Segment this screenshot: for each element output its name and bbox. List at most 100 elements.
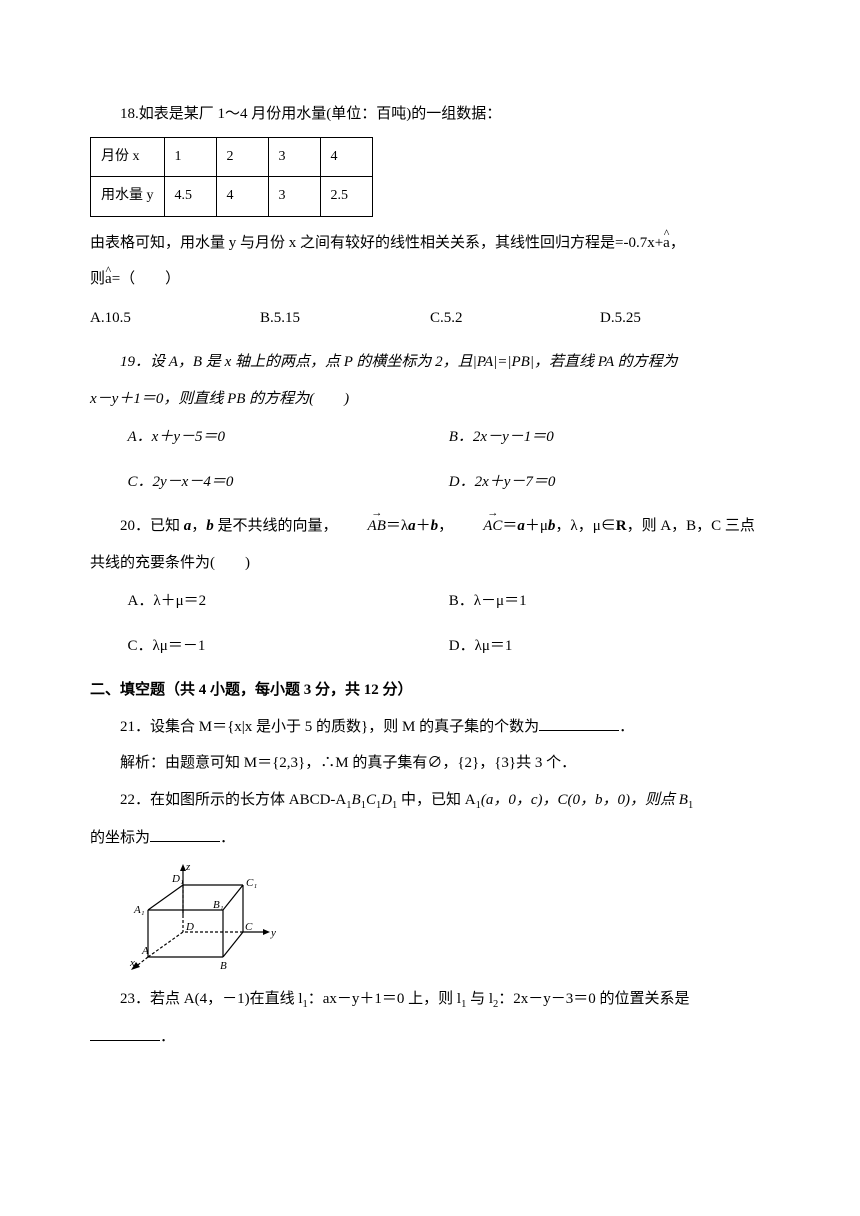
table-row: 月份 x 1 2 3 4 [91, 137, 373, 177]
blank [539, 716, 619, 731]
option-b: B．2x－y－1＝0 [449, 423, 770, 452]
text: =（ ） [112, 271, 180, 287]
cell: 月份 x [91, 137, 165, 177]
cell: 1 [164, 137, 216, 177]
text: ， [670, 235, 685, 251]
option-b: B．λ－μ＝1 [449, 587, 770, 616]
q21-stem: 21．设集合 M＝{x|x 是小于 5 的质数}，则 M 的真子集的个数为 ． [90, 713, 770, 742]
q19-options-1: A．x＋y－5＝0 B．2x－y－1＝0 [90, 423, 770, 452]
text: ，λ，μ∈ [555, 518, 615, 534]
cell: 用水量 y [91, 177, 165, 217]
text: ＋μ [525, 518, 548, 534]
text: 的坐标为 [90, 830, 150, 846]
q18-body: 由表格可知，用水量 y 与月份 x 之间有较好的线性相关关系，其线性回归方程是=… [90, 229, 770, 258]
blank [90, 1026, 160, 1041]
q21-solution: 解析：由题意可知 M＝{2,3}，∴M 的真子集有∅，{2}，{3}共 3 个． [90, 749, 770, 778]
text: 由表格可知，用水量 y 与月份 x 之间有较好的线性相关关系，其线性回归方程是=… [90, 235, 663, 251]
text: ：ax－y＋1＝0 上，则 l [308, 991, 461, 1007]
text: D [381, 792, 392, 808]
option-a: A．x＋y－5＝0 [128, 423, 449, 452]
text: ＝ [502, 518, 517, 534]
q22-stem-l2: 的坐标为 ． [90, 824, 770, 853]
option-c: C.5.2 [430, 304, 600, 333]
lbl-b: B [220, 960, 227, 972]
sub: 1 [688, 800, 693, 811]
text: 是不共线的向量， [214, 518, 338, 534]
lbl-d1: D₁ [171, 873, 184, 885]
q20-stem-l2: 共线的充要条件为( ) [90, 549, 770, 578]
lbl-a: A [141, 945, 149, 957]
option-b: B.5.15 [260, 304, 430, 333]
vec-ab: AB [338, 512, 386, 541]
text: ＋ [416, 518, 431, 534]
lbl-c1: C₁ [246, 877, 257, 889]
q19-stem-l2: x－y＋1＝0，则直线 PB 的方程为( ) [90, 385, 770, 414]
a-hat: a [105, 265, 112, 294]
option-c: C．λμ＝－1 [128, 632, 449, 661]
axis-z-label: z [185, 861, 191, 873]
text: ， [438, 518, 453, 534]
vec-ac: AC [453, 512, 502, 541]
text: 19．设 A，B 是 x 轴上的两点，点 P 的横坐标为 2，且|PA|=|PB… [120, 354, 678, 370]
q18-stem: 18.如表是某厂 1～4 月份用水量(单位：百吨)的一组数据： [90, 100, 770, 129]
q23-tail: ． [90, 1023, 770, 1052]
text: 中，已知 A [397, 792, 475, 808]
text: 23．若点 A(4，－1)在直线 l [120, 991, 303, 1007]
text: 则 [90, 271, 105, 287]
text: ． [220, 830, 235, 846]
axis-x-label: x [129, 957, 135, 969]
text: 20．已知 [120, 518, 184, 534]
q18-body2: 则a=（ ） [90, 265, 770, 294]
q18-options: A.10.5 B.5.15 C.5.2 D.5.25 [90, 304, 770, 333]
cuboid-svg: z y x A₁ D₁ C₁ B₁ A D C B [128, 860, 288, 975]
cell: 3 [268, 177, 320, 217]
q20-stem-l1: 20．已知 a，b 是不共线的向量，AB＝λa＋b，AC＝a＋μb，λ，μ∈R，… [90, 512, 770, 541]
table-row: 用水量 y 4.5 4 3 2.5 [91, 177, 373, 217]
text: ＝λ [386, 518, 408, 534]
option-c: C．2y－x－4＝0 [128, 468, 449, 497]
text: (a，0，c)，C(0，b，0)，则点 B [481, 792, 688, 808]
lbl-c: C [245, 921, 253, 933]
axis-y-label: y [270, 927, 276, 939]
cell: 4 [216, 177, 268, 217]
section-2-heading: 二、填空题（共 4 小题，每小题 3 分，共 12 分） [90, 676, 770, 705]
cell: 3 [268, 137, 320, 177]
lbl-d: D [185, 921, 194, 933]
vec-a: a [517, 518, 525, 534]
option-d: D．2x＋y－7＝0 [449, 468, 770, 497]
lbl-a1: A₁ [133, 904, 145, 916]
cell: 2 [216, 137, 268, 177]
q23-stem: 23．若点 A(4，－1)在直线 l1：ax－y＋1＝0 上，则 l1 与 l2… [90, 985, 770, 1015]
cuboid-figure: z y x A₁ D₁ C₁ B₁ A D C B [128, 860, 771, 975]
text: ，则 A，B，C 三点 [627, 518, 755, 534]
cell: 4.5 [164, 177, 216, 217]
text: 与 l [466, 991, 493, 1007]
lbl-b1: B₁ [213, 899, 224, 911]
text: ． [619, 719, 634, 735]
blank [150, 827, 220, 842]
vec-a: a [408, 518, 416, 534]
text: 21．设集合 M＝{x|x 是小于 5 的质数}，则 M 的真子集的个数为 [120, 719, 539, 735]
text: C [366, 792, 376, 808]
text: ． [160, 1029, 175, 1045]
vec-b: b [206, 518, 214, 534]
option-d: D.5.25 [600, 304, 770, 333]
set-r: R [616, 518, 627, 534]
a-hat: a [663, 229, 670, 258]
text: B [352, 792, 361, 808]
text: x－y＋1＝0，则直线 PB 的方程为( ) [90, 391, 349, 407]
option-a: A.10.5 [90, 304, 260, 333]
cell: 2.5 [320, 177, 372, 217]
text: ：2x－y－3＝0 的位置关系是 [498, 991, 689, 1007]
q19-stem-l1: 19．设 A，B 是 x 轴上的两点，点 P 的横坐标为 2，且|PA|=|PB… [90, 348, 770, 377]
q22-stem-l1: 22．在如图所示的长方体 ABCD-A1B1C1D1 中，已知 A1(a，0，c… [90, 786, 770, 816]
option-d: D．λμ＝1 [449, 632, 770, 661]
q20-options-2: C．λμ＝－1 D．λμ＝1 [90, 632, 770, 661]
text: 22．在如图所示的长方体 ABCD-A [120, 792, 346, 808]
option-a: A．λ＋μ＝2 [128, 587, 449, 616]
q18-table: 月份 x 1 2 3 4 用水量 y 4.5 4 3 2.5 [90, 137, 373, 217]
cell: 4 [320, 137, 372, 177]
q20-options-1: A．λ＋μ＝2 B．λ－μ＝1 [90, 587, 770, 616]
q19-options-2: C．2y－x－4＝0 D．2x＋y－7＝0 [90, 468, 770, 497]
text: ， [191, 518, 206, 534]
